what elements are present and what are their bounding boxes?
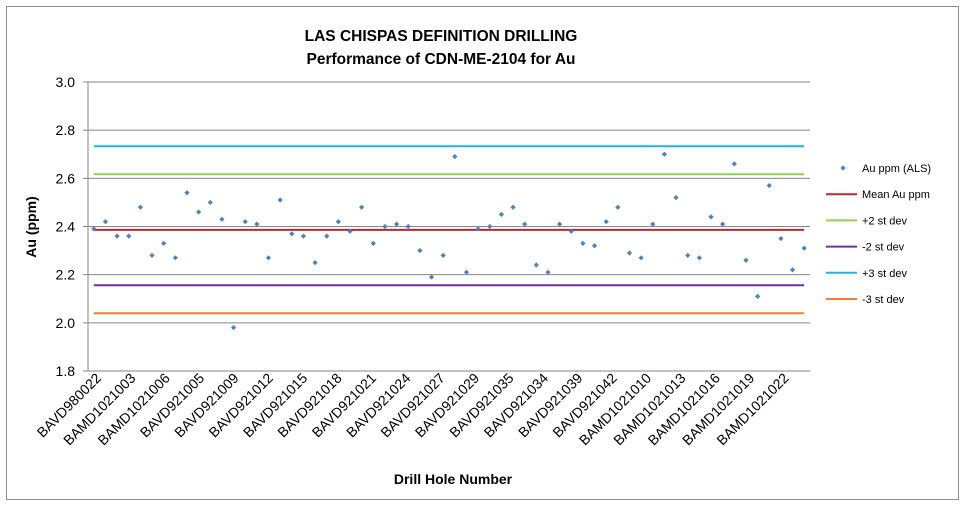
data-point: [172, 255, 178, 261]
y-tick-label: 2.2: [56, 267, 76, 283]
data-point: [277, 197, 283, 203]
data-point: [149, 252, 155, 258]
data-point: [603, 219, 609, 225]
data-point: [265, 255, 272, 261]
data-point: [428, 274, 435, 280]
data-point: [289, 231, 295, 237]
data-point: [545, 269, 551, 275]
data-point: [312, 260, 318, 266]
data-point: [743, 257, 749, 263]
legend-label: Mean Au ppm: [862, 189, 930, 201]
data-point: [324, 233, 330, 239]
data-point: [126, 233, 132, 239]
data-point: [510, 204, 516, 210]
y-tick-label: 2.4: [56, 219, 76, 235]
y-tick-label: 2.0: [56, 315, 76, 331]
data-point: [475, 226, 481, 232]
x-tick-labels: BAVD980022BAMD1021003BAMD1021006BAVD9210…: [34, 370, 792, 449]
data-point: [673, 195, 679, 201]
data-point: [685, 252, 691, 258]
data-point: [696, 255, 702, 261]
data-point: [114, 233, 120, 239]
legend: Au ppm (ALS) Mean Au ppm +2 st dev -2 st de…: [826, 163, 931, 306]
data-point: [568, 228, 574, 234]
legend-label: Au ppm (ALS): [862, 163, 931, 175]
data-point: [766, 182, 772, 189]
data-point: [487, 223, 493, 230]
data-point: [440, 252, 446, 258]
data-point: [393, 221, 400, 227]
data-point: [533, 262, 539, 268]
data-point: [452, 154, 458, 160]
data-point: [370, 240, 376, 246]
data-point: [382, 223, 388, 230]
data-point: [731, 161, 737, 167]
data-point: [417, 247, 423, 254]
chart-title: LAS CHISPAS DEFINITION DRILLING: [305, 28, 578, 45]
data-point: [661, 151, 668, 157]
data-point: [463, 269, 470, 275]
legend-label: +2 st dev: [862, 215, 907, 227]
data-point: [196, 209, 202, 215]
x-axis-title: Drill Hole Number: [394, 471, 513, 487]
data-point: [650, 221, 656, 227]
y-tick-label: 3.0: [56, 74, 76, 90]
data-point: [789, 267, 796, 273]
gridlines: [83, 81, 810, 372]
legend-label: -2 st dev: [862, 242, 905, 254]
chart-subtitle: Performance of CDN-ME-2104 for Au: [306, 51, 575, 68]
data-point: [626, 250, 633, 256]
data-point: [638, 255, 644, 261]
data-point: [161, 240, 167, 246]
y-tick-label: 2.8: [56, 122, 76, 138]
data-point: [184, 190, 190, 196]
data-point: [778, 235, 784, 242]
y-axis-title: Au (ppm): [23, 196, 39, 257]
data-point: [498, 211, 505, 218]
data-point: [615, 204, 621, 210]
y-tick-label: 2.6: [56, 170, 76, 186]
data-point: [230, 325, 237, 331]
data-point: [254, 221, 260, 227]
chart-frame: [6, 6, 959, 500]
reference-lines: [93, 145, 805, 315]
y-tick-labels: 1.8 2.0 2.2 2.4 2.6 2.8 3.0: [56, 74, 76, 379]
data-point: [720, 221, 726, 227]
data-point: [347, 228, 353, 234]
data-point: [242, 219, 248, 225]
data-point: [335, 219, 341, 225]
data-point: [219, 216, 225, 222]
y-tick-label: 1.8: [56, 363, 76, 379]
data-point: [405, 223, 411, 230]
data-point: [207, 199, 213, 206]
axes: [87, 82, 810, 372]
data-point: [137, 204, 144, 210]
data-point: [102, 219, 109, 225]
legend-label: +3 st dev: [862, 268, 907, 280]
data-point: [522, 221, 528, 227]
data-point: [754, 293, 761, 299]
data-points: [91, 151, 807, 331]
data-point: [359, 204, 365, 210]
legend-marker-au-ppm: [840, 165, 846, 171]
data-point: [708, 214, 714, 220]
data-point: [580, 240, 586, 246]
data-point: [557, 221, 563, 227]
data-point: [300, 233, 307, 239]
legend-label: -3 st dev: [862, 294, 905, 306]
data-point: [801, 245, 807, 251]
data-point: [591, 243, 598, 249]
data-point: [91, 226, 97, 232]
